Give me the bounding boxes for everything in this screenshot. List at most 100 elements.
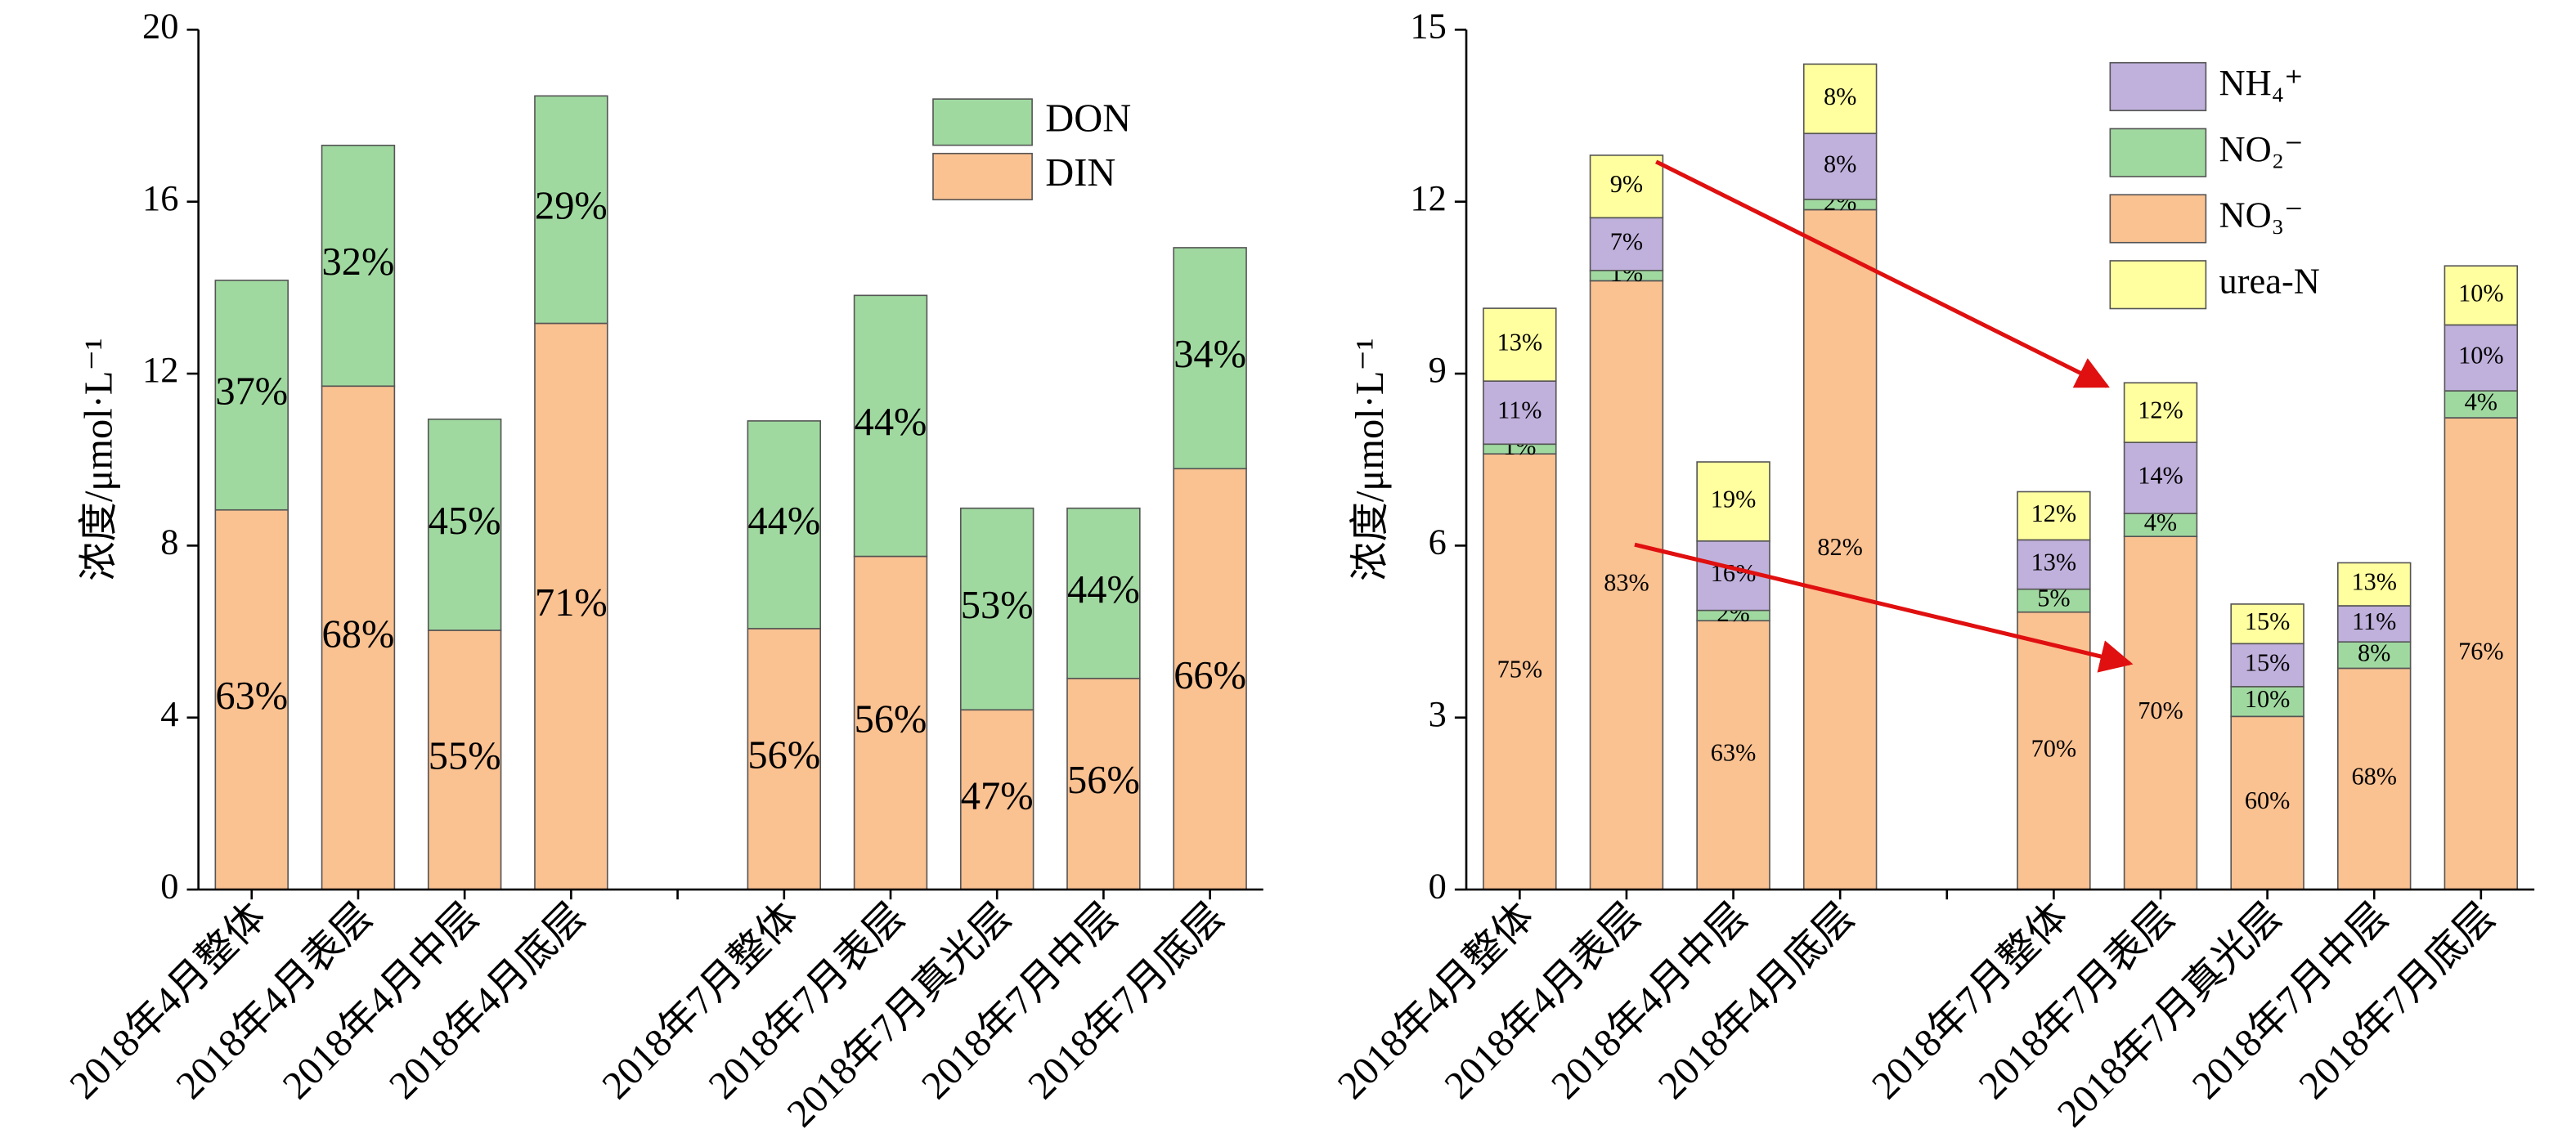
data-label: 37%: [215, 370, 288, 413]
y-axis-label: 浓度/μmol·L⁻¹: [78, 338, 121, 580]
data-label: 83%: [1604, 569, 1649, 597]
data-label: 34%: [1174, 333, 1246, 376]
data-label: 9%: [1610, 170, 1643, 198]
bar-segment: [427, 418, 502, 631]
x-tick-label: 2018年7月底层: [1020, 895, 1232, 1108]
bar-segment: [214, 280, 289, 511]
bar-segment: [2123, 441, 2198, 514]
data-label: 68%: [2351, 763, 2396, 791]
bar-segment: [2444, 265, 2519, 326]
data-label: 14%: [2138, 462, 2183, 490]
y-tick-label: 12: [142, 349, 178, 390]
data-label: 44%: [747, 500, 820, 543]
bar-segment: [2336, 667, 2412, 890]
data-label: 10%: [2245, 685, 2290, 713]
data-label: 8%: [2358, 638, 2390, 666]
bar-segment: [2230, 686, 2304, 718]
charts: 63%37%68%32%55%45%71%29%56%44%56%44%47%5…: [61, 6, 2535, 1136]
bar-segment: [853, 555, 928, 890]
bar-segment: [959, 507, 1034, 711]
bar-segment: [214, 509, 289, 890]
data-label: 13%: [1497, 329, 1542, 356]
bar-segment: [1066, 507, 1141, 679]
x-tick-label: 2018年7月底层: [2291, 895, 2503, 1108]
data-label: 63%: [215, 674, 288, 718]
data-label: 4%: [2465, 388, 2497, 416]
legend-label: urea-N: [2219, 260, 2320, 301]
data-label: 13%: [2031, 548, 2076, 576]
bar-segment: [1696, 461, 1770, 542]
y-tick-label: 16: [142, 177, 178, 218]
data-label: 47%: [961, 774, 1034, 818]
x-tick-label: 2018年4月底层: [1650, 895, 1863, 1108]
data-label: 55%: [429, 735, 501, 778]
data-label: 29%: [535, 185, 608, 228]
data-label: 76%: [2458, 638, 2503, 665]
legend-swatch: [2109, 260, 2207, 310]
data-label: 75%: [1497, 656, 1542, 683]
bar-segment: [1802, 208, 1878, 890]
x-tick-label: 2018年7月整体: [1864, 895, 2076, 1108]
bar-segment: [534, 95, 608, 325]
bar-segment: [1173, 247, 1247, 470]
bar-segment: [2230, 715, 2304, 890]
legend-label: NO₃⁻: [2219, 195, 2304, 235]
bar-segment: [2017, 539, 2091, 590]
y-tick-label: 12: [1410, 177, 1446, 218]
y-tick-label: 8: [160, 522, 178, 562]
bar-segment: [1589, 217, 1664, 271]
data-label: 56%: [1067, 759, 1140, 802]
data-label: 19%: [1711, 485, 1756, 513]
x-tick-label: 2018年4月整体: [1330, 895, 1542, 1108]
bar-segment: [1066, 678, 1141, 890]
bar-segment: [2336, 562, 2412, 607]
legend-swatch: [2109, 61, 2207, 112]
x-tick-label: 2018年7月中层: [2184, 895, 2397, 1108]
y-tick-label: 20: [142, 6, 178, 47]
bar-segment: [321, 144, 396, 388]
bar-segment: [1483, 453, 1557, 890]
bar-segment: [427, 630, 502, 890]
y-tick-label: 0: [160, 865, 178, 906]
data-label: 8%: [1824, 83, 1856, 110]
data-label: 63%: [1711, 739, 1756, 767]
data-label: 11%: [2352, 607, 2396, 635]
bar-segment: [1483, 380, 1557, 446]
bar-segment: [1483, 307, 1557, 382]
bar-segment: [1802, 63, 1878, 135]
data-label: 82%: [1817, 533, 1862, 561]
bar-segment: [853, 294, 928, 558]
legend-label: NH₄⁺: [2219, 62, 2304, 103]
plot: 75%1%11%13%83%1%7%9%63%2%16%19%82%2%8%8%…: [1330, 6, 2535, 1136]
data-label: 66%: [1174, 654, 1246, 697]
bar-segment: [747, 420, 822, 630]
data-label: 56%: [747, 734, 820, 777]
data-label: 15%: [2245, 649, 2290, 677]
data-label: 12%: [2031, 500, 2076, 527]
bar-segment: [2017, 588, 2091, 613]
data-label: 70%: [2138, 697, 2183, 724]
bar-segment: [2444, 417, 2519, 890]
data-label: 56%: [855, 697, 927, 741]
data-label: 44%: [1067, 568, 1140, 612]
bar-segment: [2230, 603, 2304, 645]
data-label: 15%: [2245, 607, 2290, 635]
data-label: 8%: [1824, 150, 1856, 178]
arrow: [1634, 542, 2134, 673]
plot: 63% 37% 68% 32% 55% 45% 71% 29% 56% 44% 56% 44% 47% 5…: [61, 6, 1263, 1136]
data-label: 68%: [322, 612, 395, 656]
bar-segment: [1589, 155, 1664, 219]
bar-segment: [2123, 382, 2198, 443]
legend-label: DON: [1045, 96, 1131, 140]
data-label: 45%: [429, 500, 501, 543]
arrow: [1655, 159, 2110, 388]
legend-swatch: [932, 98, 1033, 146]
legend-swatch: [2109, 128, 2207, 177]
legend-label: DIN: [1045, 151, 1115, 195]
x-tick-label: 2018年4月表层: [1437, 895, 1649, 1108]
bar-segment: [2444, 390, 2519, 419]
data-label: 53%: [961, 584, 1034, 627]
y-tick-label: 9: [1429, 349, 1447, 390]
data-label: 13%: [2351, 568, 2396, 596]
